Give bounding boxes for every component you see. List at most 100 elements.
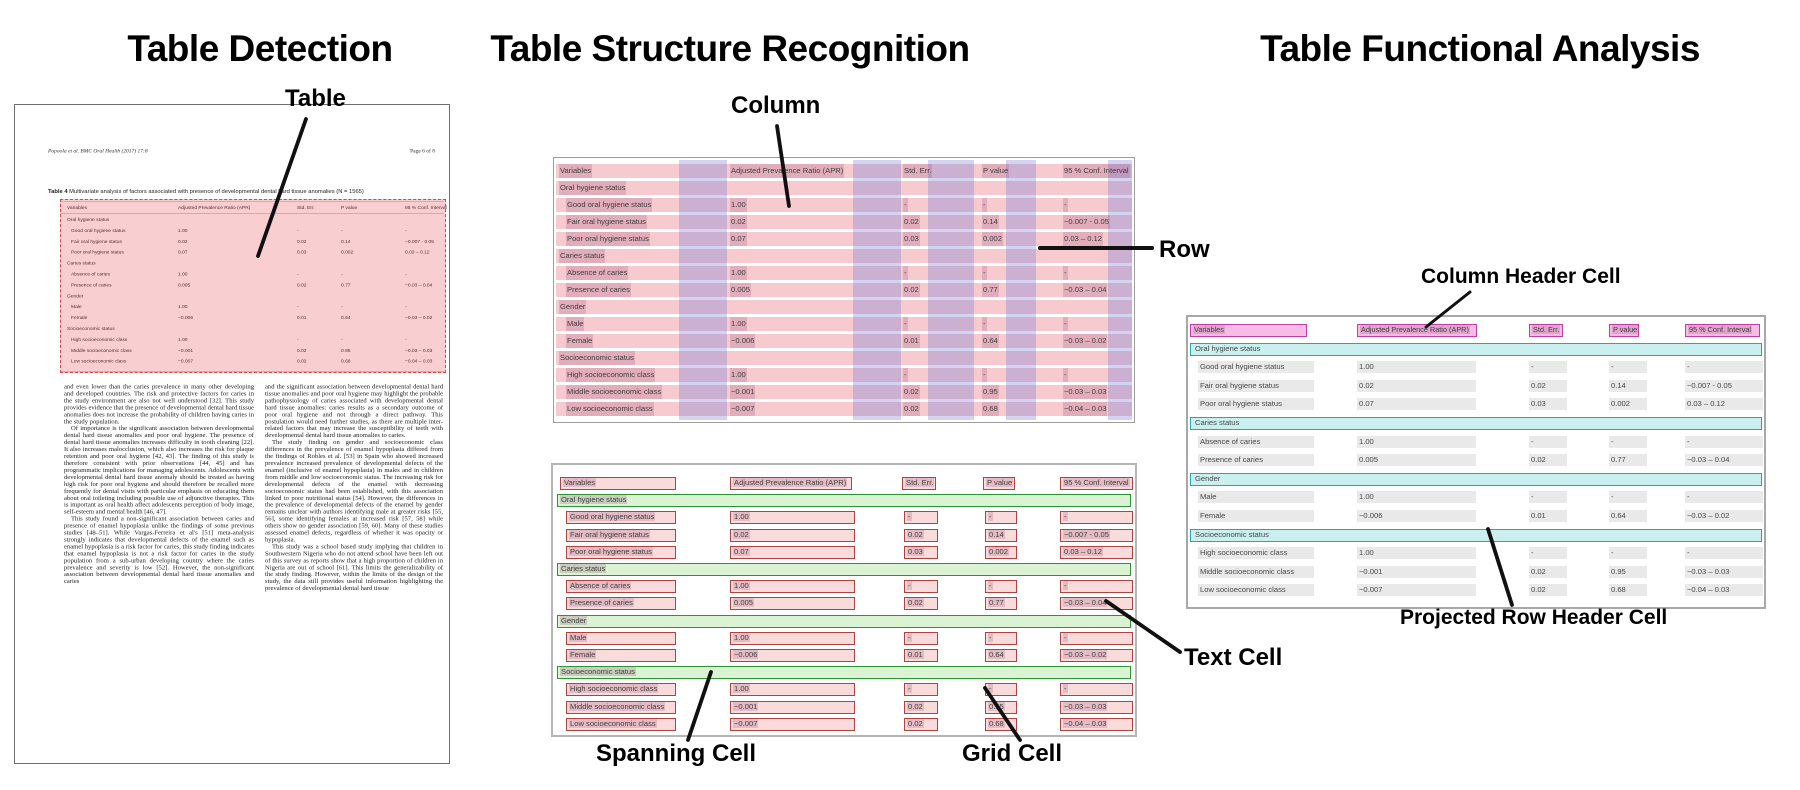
column-overlay-layer bbox=[554, 158, 1134, 422]
cell-text: 0.02 bbox=[1531, 566, 1546, 576]
doc-data-cell: −0.04 – 0.03 bbox=[405, 358, 433, 365]
cell-text: 0.03 – 0.12 bbox=[1063, 232, 1104, 246]
grid-cell: −0.007 bbox=[730, 717, 855, 731]
grid-cell: 1.00 bbox=[730, 683, 855, 697]
row-bbox bbox=[556, 351, 1132, 365]
cell-text: 0.02 bbox=[1531, 380, 1546, 390]
doc-data-cell: 0.77 bbox=[341, 282, 351, 288]
cell-text: Oral hygiene status bbox=[560, 495, 628, 505]
cell-text: Fair oral hygiene status bbox=[569, 529, 650, 539]
cell-text: Middle socioeconomic class bbox=[1200, 566, 1295, 576]
grid-cell: 0.01 bbox=[904, 649, 938, 662]
table-data-cell: 1.00 bbox=[1357, 435, 1476, 448]
structure-cells-table: Variables Adjusted Prevalence Ratio (APR)… bbox=[551, 463, 1137, 737]
cell-text: 0.14 bbox=[1611, 380, 1626, 390]
cell-text: - bbox=[1531, 362, 1534, 372]
cell-text: 1.00 bbox=[1359, 548, 1374, 558]
cell-text: 0.03 bbox=[903, 232, 920, 246]
cell-text: Std. Err. bbox=[905, 478, 935, 487]
header-grid-cell: P value bbox=[983, 477, 1015, 490]
table-data-cell: −0.007 - 0.05 bbox=[1685, 379, 1763, 392]
grid-cell: Absence of caries bbox=[566, 580, 676, 594]
cell-text: - bbox=[903, 266, 908, 280]
cell-text: −0.03 – 0.04 bbox=[1687, 455, 1730, 465]
column-bbox bbox=[1108, 160, 1132, 420]
table-data-cell: Male bbox=[1198, 491, 1314, 504]
cell-text: 0.02 bbox=[730, 215, 747, 229]
header-grid-cell: Std. Err. bbox=[902, 477, 936, 490]
grid-cell: −0.03 – 0.03 bbox=[1060, 700, 1133, 714]
cell-text: 0.005 bbox=[1359, 455, 1379, 465]
cell-text: 0.02 bbox=[907, 701, 924, 711]
cell-text: −0.007 bbox=[733, 718, 759, 728]
table-data-cell: 0.14 bbox=[1609, 379, 1647, 392]
cell-text: - bbox=[903, 317, 908, 331]
doc-data-cell: 1.00 bbox=[178, 227, 188, 234]
table-data-cell: 0.02 bbox=[1529, 454, 1567, 467]
cell-text: 0.002 bbox=[1611, 399, 1631, 409]
doc-data-cell: 0.68 bbox=[341, 358, 351, 365]
header-grid-cell: 95 % Conf. Interval bbox=[1060, 477, 1133, 490]
row-bbox bbox=[556, 317, 1132, 331]
cell-text: - bbox=[903, 198, 908, 212]
cell-text: Presence of caries bbox=[569, 598, 634, 608]
cell-text: 1.00 bbox=[1359, 436, 1374, 446]
grid-cell: - bbox=[985, 631, 1017, 645]
table-data-cell: 0.02 bbox=[1357, 379, 1476, 392]
cell-text: 0.07 bbox=[730, 232, 747, 246]
doc-data-cell: Absence of caries bbox=[71, 271, 110, 278]
doc-data-cell: 0.02 bbox=[297, 347, 307, 354]
text-layer: Variables Adjusted Prevalence Ratio (APR)… bbox=[554, 158, 1134, 422]
doc-column-header: Variables bbox=[67, 205, 88, 211]
cell-text: - bbox=[1611, 362, 1614, 372]
cell-text: 0.02 bbox=[907, 598, 924, 608]
grid-cell: 1.00 bbox=[730, 511, 855, 525]
spanning-cell: Caries status bbox=[557, 563, 1131, 576]
cell-text: - bbox=[1063, 368, 1068, 382]
cell-text: 0.01 bbox=[907, 650, 924, 659]
grid-cell: 0.002 bbox=[985, 545, 1017, 559]
row-bbox bbox=[556, 266, 1132, 280]
callout-spanning-cell: Spanning Cell bbox=[596, 740, 757, 767]
cell-text: −0.006 bbox=[733, 650, 759, 659]
cell-text: Middle socioeconomic class bbox=[566, 385, 663, 399]
doc-data-cell: 0.14 bbox=[341, 238, 351, 245]
column-header-text: Std. Err. bbox=[903, 164, 933, 178]
table-data-cell: 0.03 bbox=[1529, 398, 1567, 411]
cell-text: 1.00 bbox=[730, 266, 747, 280]
doc-data-cell: 0.02 bbox=[178, 238, 188, 245]
cell-text: - bbox=[903, 368, 908, 382]
doc-data-cell: - bbox=[341, 336, 343, 343]
cell-text: P value bbox=[986, 478, 1014, 487]
row-bbox bbox=[556, 368, 1132, 382]
table-data-cell: - bbox=[1529, 435, 1567, 448]
doc-data-cell: - bbox=[405, 304, 407, 310]
row-bbox bbox=[556, 283, 1132, 297]
table-data-cell: - bbox=[1609, 435, 1647, 448]
doc-data-cell: - bbox=[341, 304, 343, 310]
cell-text: Fair oral hygiene status bbox=[566, 215, 647, 229]
doc-data-cell: −0.03 – 0.04 bbox=[405, 282, 433, 288]
grid-cell: 0.77 bbox=[985, 597, 1017, 611]
column-bbox bbox=[853, 160, 901, 420]
callout-column-header-cell: Column Header Cell bbox=[1421, 265, 1621, 288]
callout-row: Row bbox=[1159, 236, 1210, 263]
section-text: Oral hygiene status bbox=[559, 181, 627, 195]
grid-cell: - bbox=[1060, 683, 1133, 697]
doc-table-rule bbox=[61, 213, 444, 214]
cell-text: −0.03 – 0.04 bbox=[1063, 283, 1108, 297]
column-header-text: Variables bbox=[559, 164, 593, 178]
cell-text: 95 % Conf. Interval bbox=[1063, 478, 1130, 487]
column-bbox bbox=[679, 160, 727, 420]
cell-text: Gender bbox=[1195, 473, 1221, 483]
doc-data-cell: Female bbox=[71, 315, 88, 321]
grid-cell: 0.02 bbox=[730, 528, 855, 542]
doc-section-label: Socioeconomic status bbox=[67, 326, 115, 332]
row-bbox bbox=[556, 215, 1132, 229]
grid-cell: 1.00 bbox=[730, 631, 855, 645]
cell-text: 0.68 bbox=[1611, 585, 1626, 595]
cell-text: - bbox=[1611, 436, 1614, 446]
table-data-cell: 1.00 bbox=[1357, 547, 1476, 560]
doc-data-cell: Middle socioeconomic class bbox=[71, 347, 132, 354]
table-data-cell: 0.64 bbox=[1609, 510, 1647, 522]
